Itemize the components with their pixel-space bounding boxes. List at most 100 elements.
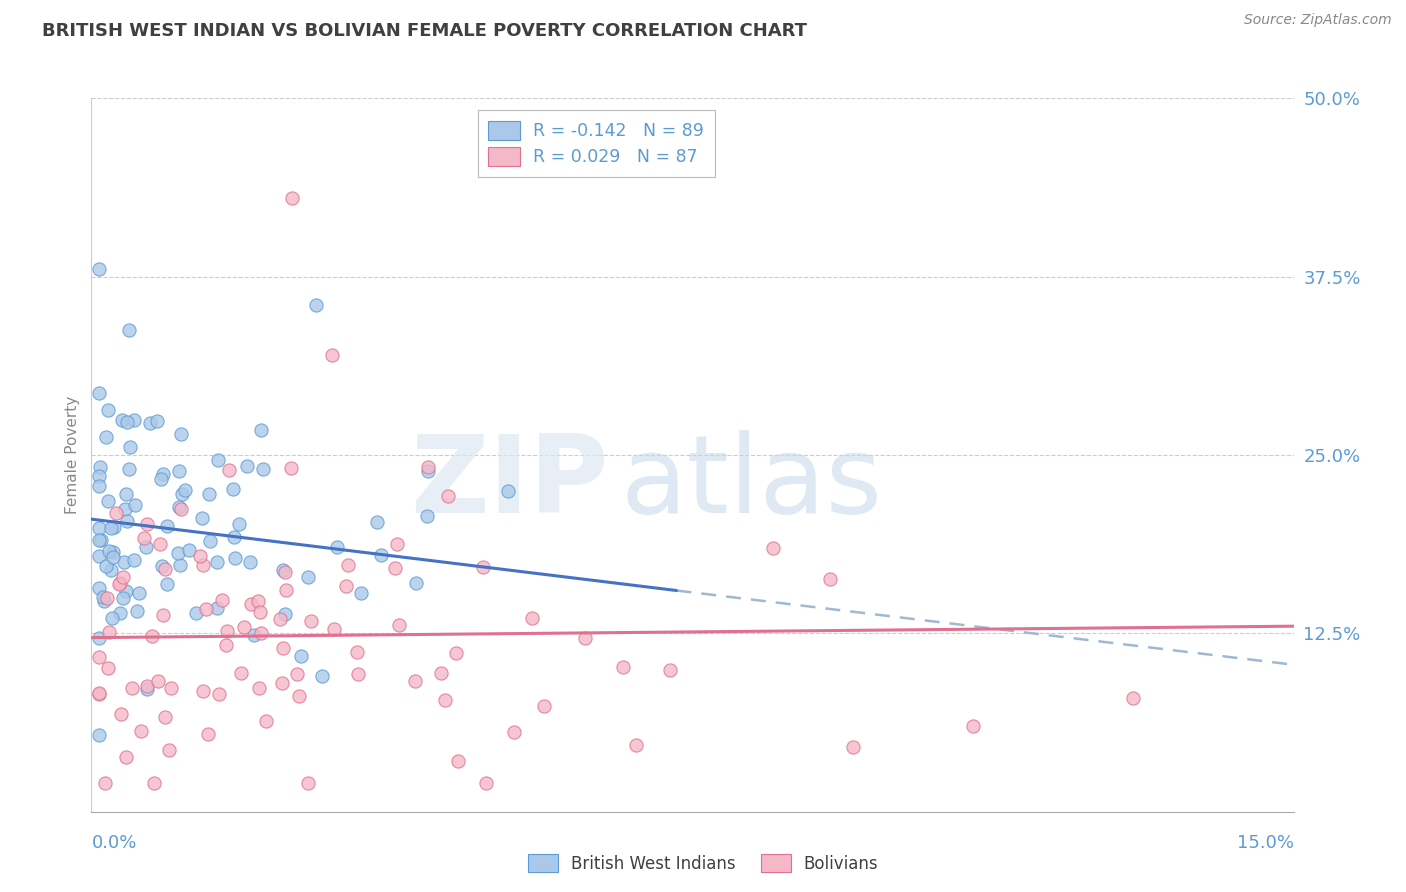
Point — [299, 614, 322, 628]
Point — [533, 699, 555, 714]
Point — [89, 632, 111, 646]
Point — [93, 594, 115, 608]
Point — [820, 572, 842, 586]
Point — [195, 601, 218, 615]
Point — [96, 591, 118, 605]
Point — [170, 426, 193, 441]
Point — [416, 460, 439, 475]
Point — [218, 463, 240, 477]
Point — [117, 514, 139, 528]
Point — [612, 660, 634, 674]
Point — [125, 604, 148, 618]
Text: Source: ZipAtlas.com: Source: ZipAtlas.com — [1244, 13, 1392, 28]
Point — [297, 776, 319, 790]
Point — [160, 681, 183, 695]
Point — [325, 540, 347, 554]
Point — [100, 563, 122, 577]
Point — [89, 650, 111, 665]
Point — [97, 625, 120, 640]
Point — [269, 612, 291, 626]
Point — [208, 687, 231, 701]
Point — [170, 501, 193, 516]
Point — [762, 541, 785, 555]
Point — [236, 459, 259, 474]
Point — [274, 582, 297, 597]
Point — [112, 591, 135, 605]
Point — [101, 549, 124, 564]
Point — [841, 740, 863, 755]
Text: 15.0%: 15.0% — [1236, 834, 1294, 852]
Point — [114, 501, 136, 516]
Point — [335, 579, 357, 593]
Point — [404, 673, 426, 688]
Point — [337, 558, 360, 572]
Point — [100, 520, 122, 534]
Point — [134, 531, 156, 545]
Point — [243, 628, 266, 642]
Point — [252, 462, 274, 476]
Legend: R = -0.142   N = 89, R = 0.029   N = 87: R = -0.142 N = 89, R = 0.029 N = 87 — [478, 111, 714, 177]
Point — [115, 415, 138, 429]
Point — [150, 558, 173, 573]
Point — [146, 414, 169, 428]
Point — [169, 558, 191, 572]
Point — [405, 576, 427, 591]
Point — [101, 545, 124, 559]
Point — [89, 549, 111, 563]
Point — [136, 682, 159, 697]
Point — [290, 649, 312, 664]
Point — [111, 413, 134, 427]
Point — [90, 533, 112, 548]
Point — [502, 724, 524, 739]
Point — [254, 714, 277, 728]
Point — [167, 464, 190, 478]
Point — [172, 487, 194, 501]
Point — [222, 482, 245, 496]
Point — [143, 776, 166, 790]
Y-axis label: Female Poverty: Female Poverty — [65, 396, 80, 514]
Text: BRITISH WEST INDIAN VS BOLIVIAN FEMALE POVERTY CORRELATION CHART: BRITISH WEST INDIAN VS BOLIVIAN FEMALE P… — [42, 22, 807, 40]
Point — [118, 441, 141, 455]
Point — [418, 465, 440, 479]
Point — [388, 617, 411, 632]
Point — [370, 549, 392, 563]
Point — [166, 546, 188, 560]
Point — [437, 489, 460, 503]
Point — [366, 515, 388, 529]
Point — [285, 666, 308, 681]
Point — [626, 738, 648, 752]
Point — [496, 484, 519, 499]
Point — [118, 461, 141, 475]
Point — [94, 559, 117, 574]
Point — [249, 605, 271, 619]
Point — [384, 561, 406, 575]
Point — [149, 536, 172, 550]
Point — [271, 676, 294, 690]
Legend: British West Indians, Bolivians: British West Indians, Bolivians — [520, 847, 886, 880]
Point — [153, 562, 176, 576]
Point — [475, 776, 498, 790]
Point — [135, 541, 157, 555]
Point — [250, 423, 273, 437]
Point — [89, 459, 111, 474]
Point — [271, 563, 294, 577]
Point — [188, 549, 211, 563]
Point — [193, 558, 215, 572]
Point — [128, 586, 150, 600]
Point — [89, 686, 111, 700]
Point — [416, 508, 439, 523]
Point — [115, 749, 138, 764]
Point — [281, 191, 304, 205]
Point — [155, 710, 177, 724]
Point — [103, 519, 125, 533]
Point — [215, 624, 238, 638]
Point — [434, 692, 457, 706]
Point — [222, 530, 245, 544]
Point — [97, 403, 120, 417]
Point — [89, 687, 111, 701]
Point — [305, 298, 328, 312]
Point — [177, 543, 200, 558]
Point — [288, 690, 311, 704]
Point — [191, 684, 214, 698]
Point — [122, 553, 145, 567]
